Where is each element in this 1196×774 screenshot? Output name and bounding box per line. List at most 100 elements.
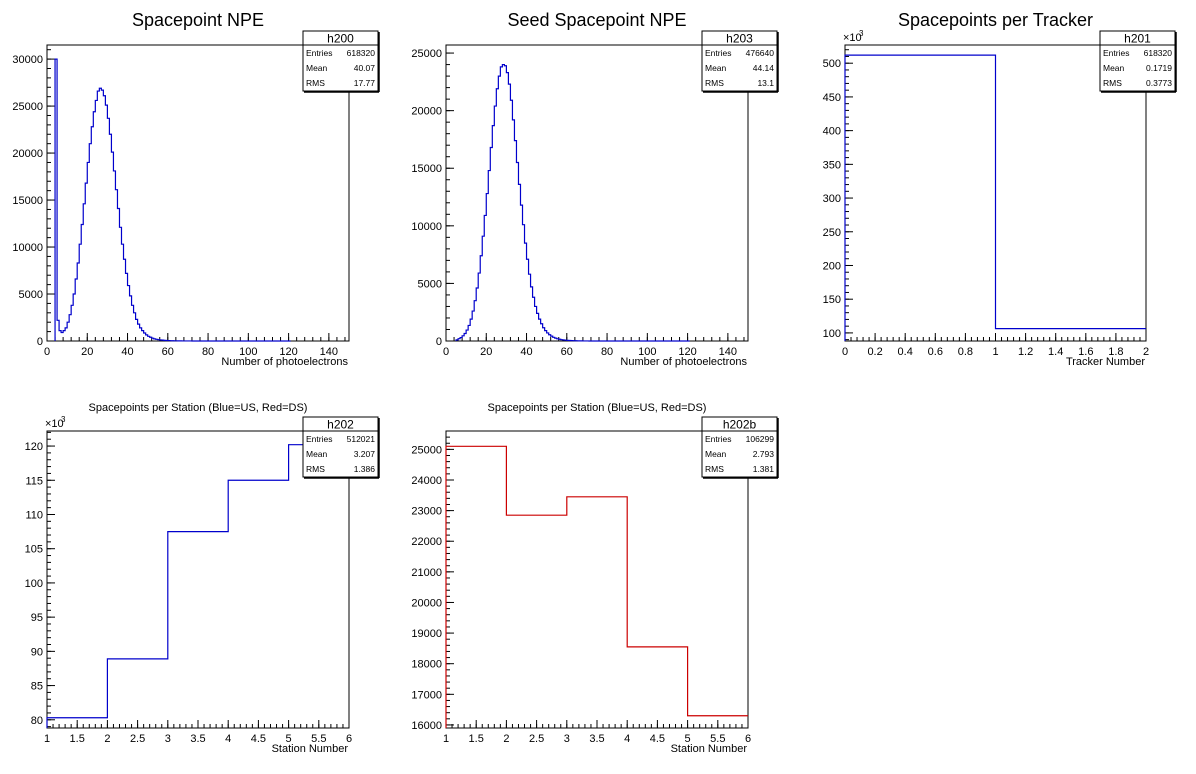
stats-key-rms: RMS — [306, 464, 325, 474]
stats-value-entries: 618320 — [347, 48, 376, 58]
stats-value-rms: 1.381 — [753, 464, 775, 474]
x-tick-label: 60 — [162, 346, 174, 358]
stats-key-mean: Mean — [306, 449, 328, 459]
histogram-series — [455, 63, 690, 342]
stats-key-mean: Mean — [1103, 63, 1125, 73]
x-tick-label: 80 — [601, 346, 613, 358]
stats-box: h202 Entries 512021 Mean 3.207 RMS 1.386 — [302, 416, 380, 479]
stats-box-frame — [701, 416, 778, 478]
y-tick-label: 400 — [823, 126, 841, 138]
y-tick-label: 5000 — [19, 289, 43, 301]
stats-histogram-name: h202 — [327, 418, 354, 432]
x-tick-label: 60 — [561, 346, 573, 358]
stats-box-frame — [302, 30, 379, 92]
y-tick-label: 15000 — [12, 195, 43, 207]
stats-box-frame — [1099, 30, 1176, 92]
y-tick-label: 115 — [25, 475, 43, 487]
x-tick-label: 0 — [443, 346, 449, 358]
x-tick-label: 2.5 — [529, 733, 544, 745]
stats-box-frame — [302, 416, 379, 478]
y-tick-label: 23000 — [411, 506, 442, 518]
y-tick-label: 350 — [823, 159, 841, 171]
y-axis-multiplier-exponent: 3 — [859, 29, 864, 38]
y-tick-label: 10000 — [12, 242, 43, 254]
y-tick-label: 16000 — [411, 720, 442, 732]
x-tick-label: 5 — [685, 733, 691, 745]
stats-value-rms: 13.1 — [757, 78, 774, 88]
x-tick-label: 0.4 — [898, 346, 913, 358]
stats-box: h203 Entries 476640 Mean 44.14 RMS 13.1 — [701, 30, 779, 93]
y-tick-label: 15000 — [411, 163, 442, 175]
histogram-series — [445, 445, 748, 728]
y-tick-label: 25000 — [12, 101, 43, 113]
stats-histogram-name: h203 — [726, 32, 753, 46]
chart-title: Seed Spacepoint NPE — [507, 10, 686, 30]
y-tick-label: 100 — [25, 578, 43, 590]
x-tick-label: 4 — [225, 733, 231, 745]
stats-box: h202b Entries 106299 Mean 2.793 RMS 1.381 — [701, 416, 779, 479]
stats-value-rms: 1.386 — [354, 464, 376, 474]
y-tick-label: 150 — [823, 294, 841, 306]
x-axis-label: Tracker Number — [1066, 356, 1145, 368]
x-tick-label: 1.5 — [469, 733, 484, 745]
chart-4: Spacepoints per Station (Blue=US, Red=DS… — [25, 402, 380, 755]
y-tick-label: 105 — [25, 544, 43, 556]
x-tick-label: 5.5 — [710, 733, 725, 745]
x-tick-label: 4 — [624, 733, 630, 745]
y-tick-label: 90 — [31, 646, 43, 658]
chart-2: Seed Spacepoint NPE 0 5000 10000 15000 20000 2… — [411, 10, 779, 368]
x-tick-label: 1 — [44, 733, 50, 745]
stats-value-entries: 106299 — [746, 434, 775, 444]
x-tick-label: 2.5 — [130, 733, 145, 745]
stats-key-rms: RMS — [1103, 78, 1122, 88]
stats-key-mean: Mean — [306, 63, 328, 73]
stats-value-rms: 17.77 — [354, 78, 376, 88]
x-tick-label: 120 — [678, 346, 696, 358]
chart-1: Spacepoint NPE 0 5000 10000 15000 20000 25000 3… — [12, 10, 380, 368]
x-axis-label: Station Number — [272, 743, 349, 755]
stats-key-entries: Entries — [705, 434, 731, 444]
stats-value-entries: 618320 — [1144, 48, 1173, 58]
y-tick-label: 5000 — [418, 278, 442, 290]
stats-histogram-name: h200 — [327, 32, 354, 46]
x-tick-label: 2 — [104, 733, 110, 745]
y-tick-label: 22000 — [411, 536, 442, 548]
y-tick-label: 80 — [31, 715, 43, 727]
x-tick-label: 3 — [564, 733, 570, 745]
stats-key-entries: Entries — [705, 48, 731, 58]
x-tick-label: 40 — [520, 346, 532, 358]
x-tick-label: 0.2 — [867, 346, 882, 358]
x-tick-label: 80 — [202, 346, 214, 358]
x-axis-label: Number of photoelectrons — [221, 356, 348, 368]
chart-title: Spacepoints per Station (Blue=US, Red=DS… — [488, 402, 707, 414]
stats-box-frame — [701, 30, 778, 92]
y-tick-label: 450 — [823, 92, 841, 104]
x-tick-label: 120 — [279, 346, 297, 358]
stats-value-entries: 512021 — [347, 434, 376, 444]
x-tick-label: 0 — [842, 346, 848, 358]
y-tick-label: 19000 — [411, 628, 442, 640]
x-tick-label: 100 — [239, 346, 257, 358]
y-tick-label: 85 — [31, 681, 43, 693]
x-tick-label: 5 — [286, 733, 292, 745]
y-tick-label: 18000 — [411, 659, 442, 671]
stats-value-entries: 476640 — [746, 48, 775, 58]
stats-value-mean: 0.1719 — [1146, 63, 1172, 73]
histogram-series — [46, 444, 349, 728]
x-tick-label: 40 — [121, 346, 133, 358]
y-tick-label: 0 — [436, 336, 442, 348]
stats-value-mean: 40.07 — [354, 63, 376, 73]
chart-5: Spacepoints per Station (Blue=US, Red=DS… — [411, 402, 779, 755]
y-tick-label: 300 — [823, 193, 841, 205]
stats-box: h200 Entries 618320 Mean 40.07 RMS 17.77 — [302, 30, 380, 93]
y-tick-label: 250 — [823, 227, 841, 239]
x-tick-label: 0.8 — [958, 346, 973, 358]
stats-key-entries: Entries — [1103, 48, 1129, 58]
x-tick-label: 6 — [745, 733, 751, 745]
y-tick-label: 10000 — [411, 221, 442, 233]
stats-key-entries: Entries — [306, 434, 332, 444]
x-tick-label: 100 — [638, 346, 656, 358]
stats-key-mean: Mean — [705, 449, 727, 459]
x-tick-label: 1.4 — [1048, 346, 1063, 358]
x-tick-label: 1.5 — [70, 733, 85, 745]
